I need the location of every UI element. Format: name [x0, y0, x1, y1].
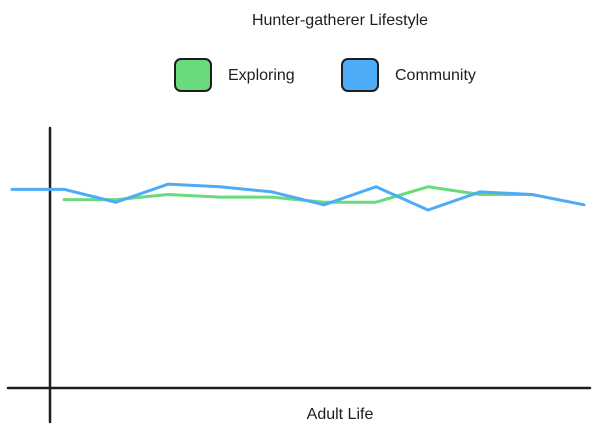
chart-title: Hunter-gatherer Lifestyle: [252, 12, 428, 29]
legend-label: Community: [395, 67, 476, 84]
x-axis-label: Adult Life: [307, 406, 374, 423]
legend-swatch: [174, 58, 212, 92]
legend-label: Exploring: [228, 67, 295, 84]
legend-swatch: [341, 58, 379, 92]
series-line: [10, 182, 586, 212]
